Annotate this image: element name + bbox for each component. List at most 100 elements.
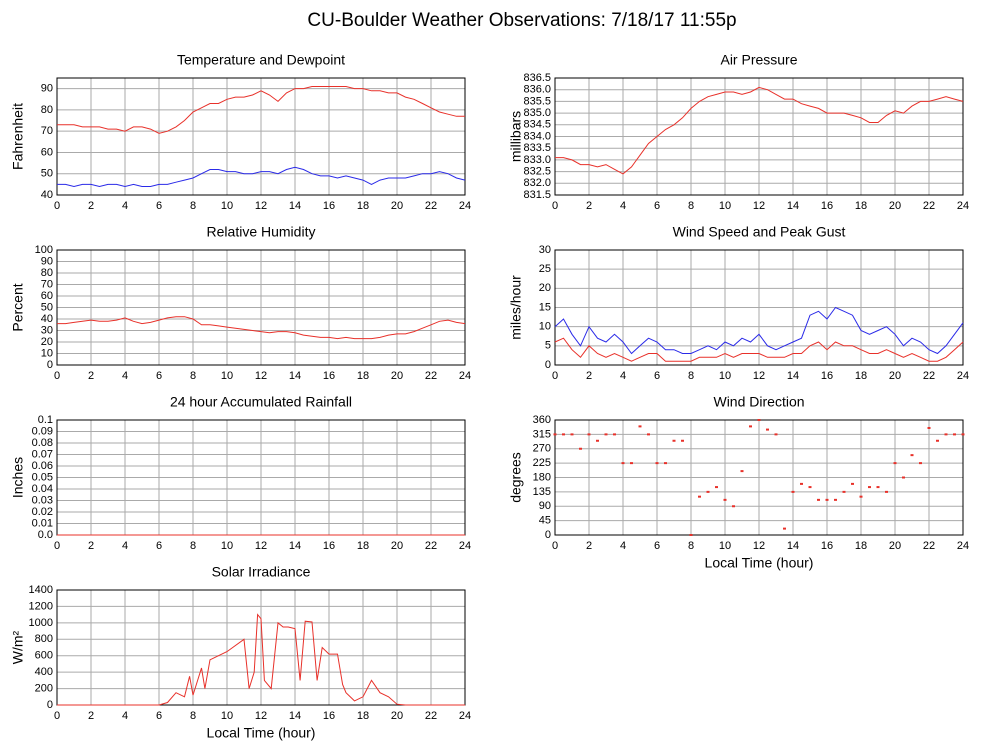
data-point [596, 439, 599, 442]
y-tick-label: 200 [35, 682, 53, 694]
y-tick-label: 834.0 [523, 130, 551, 142]
x-tick-label: 8 [190, 540, 196, 552]
x-tick-label: 0 [552, 540, 558, 552]
y-tick-label: 90 [539, 500, 551, 512]
y-tick-label: 70 [41, 125, 53, 137]
data-point [953, 433, 956, 436]
data-point [800, 482, 803, 485]
y-tick-label: 0 [545, 359, 551, 371]
x-tick-label: 12 [255, 540, 267, 552]
chart-title: Temperature and Dewpoint [177, 52, 345, 68]
y-tick-label: 0.06 [32, 460, 53, 472]
data-point [919, 462, 922, 465]
y-tick-label: 832.0 [523, 177, 551, 189]
data-point [910, 454, 914, 457]
y-tick-label: 80 [41, 267, 53, 279]
data-point [766, 428, 769, 431]
x-tick-label: 24 [459, 710, 471, 722]
x-tick-label: 18 [357, 710, 369, 722]
data-line [554, 337, 964, 362]
data-point [562, 433, 565, 436]
x-tick-label: 4 [620, 540, 626, 552]
data-point [655, 462, 659, 465]
y-axis-label: Percent [10, 283, 26, 331]
x-tick-label: 18 [855, 370, 867, 382]
x-tick-label: 18 [855, 540, 867, 552]
x-tick-label: 24 [459, 200, 471, 212]
x-tick-label: 20 [889, 200, 901, 212]
x-tick-label: 10 [719, 200, 731, 212]
x-tick-label: 14 [787, 540, 799, 552]
x-tick-label: 12 [753, 200, 765, 212]
y-axis-label: degrees [508, 452, 524, 503]
y-tick-label: 0 [47, 359, 53, 371]
data-point [876, 486, 880, 489]
data-point [808, 486, 812, 489]
y-tick-label: 100 [35, 244, 53, 256]
x-tick-label: 22 [425, 200, 437, 212]
y-tick-label: 45 [539, 515, 551, 527]
y-tick-label: 0.03 [32, 494, 53, 506]
plot-frame [56, 77, 466, 196]
x-tick-label: 22 [923, 370, 935, 382]
x-tick-label: 22 [425, 370, 437, 382]
x-tick-label: 24 [957, 540, 969, 552]
y-tick-label: 834.5 [523, 119, 551, 131]
data-point [706, 490, 710, 493]
y-tick-label: 0.0 [38, 529, 53, 541]
x-tick-label: 14 [289, 710, 301, 722]
plot-frame [56, 249, 466, 366]
x-tick-label: 4 [122, 200, 128, 212]
data-point [621, 462, 625, 465]
y-tick-label: 30 [539, 244, 551, 256]
data-point [961, 433, 965, 436]
y-tick-label: 836.5 [523, 72, 551, 84]
y-tick-label: 0.04 [32, 483, 53, 495]
x-tick-label: 22 [425, 540, 437, 552]
x-tick-label: 20 [391, 710, 403, 722]
y-axis-label: millibars [508, 111, 524, 162]
data-point [647, 433, 650, 436]
y-tick-label: 0.07 [32, 448, 53, 460]
y-tick-label: 225 [533, 457, 551, 469]
data-point [689, 534, 693, 536]
x-tick-label: 12 [255, 200, 267, 212]
data-line [554, 306, 964, 355]
y-axis-label: W/m² [10, 630, 26, 664]
y-tick-label: 835.0 [523, 107, 551, 119]
y-tick-label: 10 [41, 347, 53, 359]
y-tick-label: 1200 [29, 600, 53, 612]
data-line [57, 316, 466, 340]
x-tick-label: 2 [88, 710, 94, 722]
chart-title: 24 hour Accumulated Rainfall [170, 394, 352, 410]
x-tick-label: 18 [357, 540, 369, 552]
x-tick-label: 8 [688, 540, 694, 552]
data-point [783, 527, 786, 530]
y-tick-label: 835.5 [523, 95, 551, 107]
data-point [774, 433, 778, 436]
x-tick-label: 8 [190, 370, 196, 382]
data-point [604, 433, 608, 436]
y-tick-label: 0.08 [32, 437, 53, 449]
x-tick-label: 16 [323, 370, 335, 382]
x-tick-label: 4 [122, 370, 128, 382]
y-tick-label: 315 [533, 428, 551, 440]
chart-title: Wind Direction [713, 394, 804, 410]
y-tick-label: 360 [533, 414, 551, 426]
y-tick-label: 0 [47, 699, 53, 711]
data-point [893, 462, 897, 465]
data-point [587, 433, 591, 436]
y-tick-label: 1400 [29, 584, 53, 596]
data-point [570, 433, 574, 436]
x-tick-label: 16 [821, 200, 833, 212]
data-point [885, 490, 888, 493]
y-tick-label: 0.02 [32, 506, 53, 518]
x-tick-label: 10 [719, 370, 731, 382]
y-tick-label: 180 [533, 471, 551, 483]
data-point [749, 425, 752, 428]
y-tick-label: 90 [41, 83, 53, 95]
